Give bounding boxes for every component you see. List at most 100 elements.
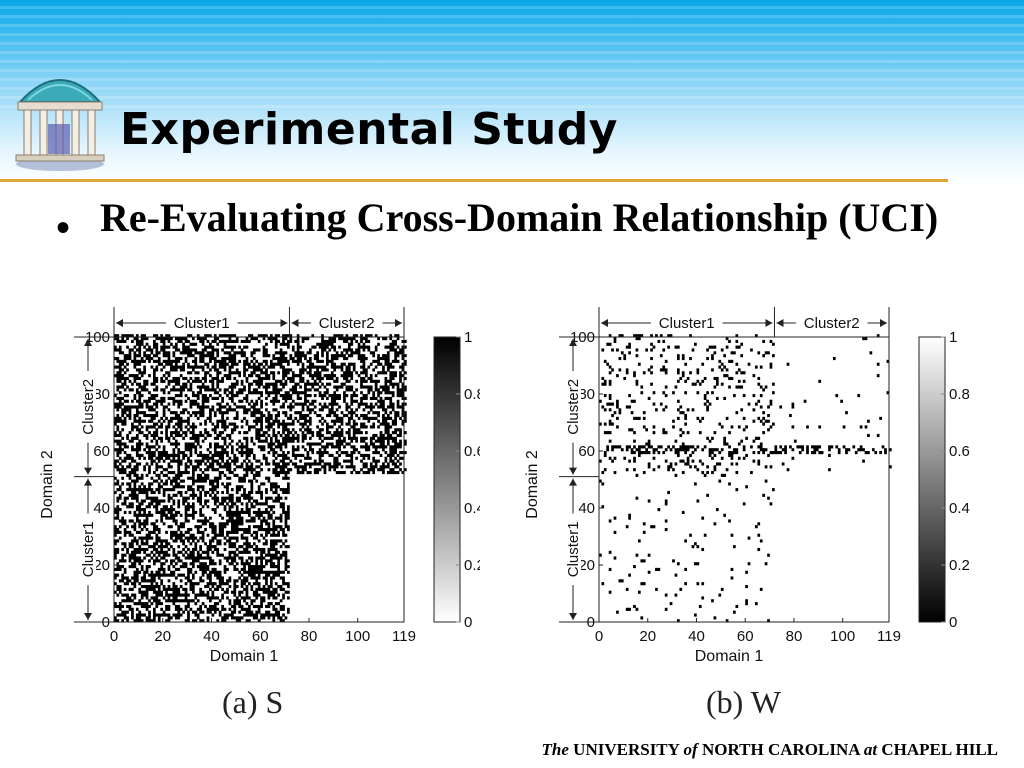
heatmap-cell <box>362 470 366 475</box>
heatmap-cell <box>362 396 366 400</box>
heatmap-cell <box>255 556 259 560</box>
heatmap-cell <box>635 334 639 338</box>
heatmap-cell <box>162 405 166 409</box>
heatmap-cell <box>369 416 373 420</box>
heatmap-cell <box>623 356 627 361</box>
heatmap-cell <box>221 405 224 409</box>
heatmap-cell <box>289 388 293 392</box>
heatmap-cell <box>262 542 266 546</box>
heatmap-cell <box>211 453 215 457</box>
heatmap-cell <box>250 337 254 341</box>
heatmap-cell <box>228 354 232 358</box>
heatmap-cell <box>138 547 142 552</box>
heatmap-cell <box>174 567 178 571</box>
heatmap-cell <box>401 385 405 389</box>
heatmap-cell <box>223 465 227 469</box>
heatmap-cell <box>145 593 149 597</box>
heatmap-cell <box>279 351 283 355</box>
heatmap-cell <box>196 539 200 543</box>
heatmap-cell <box>318 428 322 432</box>
heatmap-cell <box>248 619 251 623</box>
heatmap-cell <box>262 616 266 620</box>
heatmap-cell <box>308 456 312 460</box>
heatmap-cell <box>394 470 397 475</box>
heatmap-cell <box>167 359 171 363</box>
heatmap-cell <box>238 550 242 554</box>
heatmap-cell <box>265 456 268 460</box>
heatmap-cell <box>155 556 159 560</box>
heatmap-cell <box>118 456 122 460</box>
heatmap-cell <box>182 419 185 423</box>
heatmap-cell <box>221 465 224 469</box>
heatmap-cell <box>233 468 237 472</box>
heatmap-cell <box>157 476 161 480</box>
heatmap-cell <box>204 456 207 460</box>
heatmap-cell <box>145 607 149 611</box>
heatmap-cell <box>140 337 144 341</box>
heatmap-cell <box>184 587 188 591</box>
x-tick-label: 100 <box>345 628 370 645</box>
heatmap-cell <box>118 345 122 349</box>
heatmap-cell <box>308 348 312 352</box>
heatmap-cell <box>167 599 171 603</box>
heatmap-cell <box>216 607 220 611</box>
heatmap-cell <box>177 573 181 577</box>
heatmap-cell <box>223 505 227 509</box>
heatmap-cell <box>316 470 319 475</box>
heatmap-cell <box>213 451 217 455</box>
heatmap-cell <box>179 470 183 475</box>
heatmap-cell <box>162 510 166 514</box>
heatmap-cell <box>333 459 337 463</box>
heatmap-cell <box>174 479 178 483</box>
heatmap-cell <box>299 428 302 432</box>
header-background <box>0 0 1024 185</box>
heatmap-cell <box>201 368 205 372</box>
heatmap-cell <box>174 439 178 443</box>
heatmap-cell <box>191 533 195 537</box>
heatmap-cell <box>277 499 280 503</box>
heatmap-cell <box>118 351 122 355</box>
heatmap-cell <box>277 465 280 469</box>
heatmap-cell <box>228 496 232 500</box>
heatmap-cell <box>404 468 407 472</box>
heatmap-cell <box>150 488 154 492</box>
heatmap-cell <box>204 522 207 526</box>
heatmap-cell <box>226 468 229 472</box>
heatmap-cell <box>618 368 622 372</box>
heatmap-cell <box>399 439 402 443</box>
heatmap-cell <box>243 339 246 343</box>
heatmap-cell <box>377 445 380 449</box>
heatmap-cell <box>204 376 207 381</box>
heatmap-cell <box>206 448 210 452</box>
heatmap-cell <box>179 462 183 466</box>
heatmap-cell <box>191 348 195 352</box>
heatmap-cell <box>608 379 612 383</box>
heatmap-cell <box>391 436 395 440</box>
heatmap-cell <box>394 436 397 440</box>
heatmap-cell <box>248 542 251 546</box>
heatmap-cell <box>201 476 205 480</box>
heatmap-cell <box>238 465 242 469</box>
heatmap-cell <box>250 533 254 537</box>
heatmap-cell <box>255 402 259 406</box>
heatmap-cell <box>257 419 261 423</box>
heatmap-cell <box>260 587 263 591</box>
heatmap-cell <box>299 385 302 389</box>
heatmap-cell <box>228 519 232 523</box>
heatmap-cell <box>301 470 305 475</box>
heatmap-cell <box>179 513 183 517</box>
heatmap-cell <box>167 419 171 423</box>
heatmap-cell <box>228 376 232 381</box>
heatmap-cell <box>226 567 229 571</box>
heatmap-cell <box>262 439 266 443</box>
heatmap-cell <box>179 539 183 543</box>
heatmap-cell <box>216 359 220 363</box>
heatmap-cell <box>152 436 156 440</box>
heatmap-cell <box>230 428 234 432</box>
heatmap-cell <box>306 419 310 423</box>
heatmap-cell <box>172 354 176 358</box>
heatmap-cell <box>323 451 327 455</box>
heatmap-cell <box>389 334 393 338</box>
heatmap-cell <box>238 593 242 597</box>
heatmap-cell <box>138 394 142 398</box>
